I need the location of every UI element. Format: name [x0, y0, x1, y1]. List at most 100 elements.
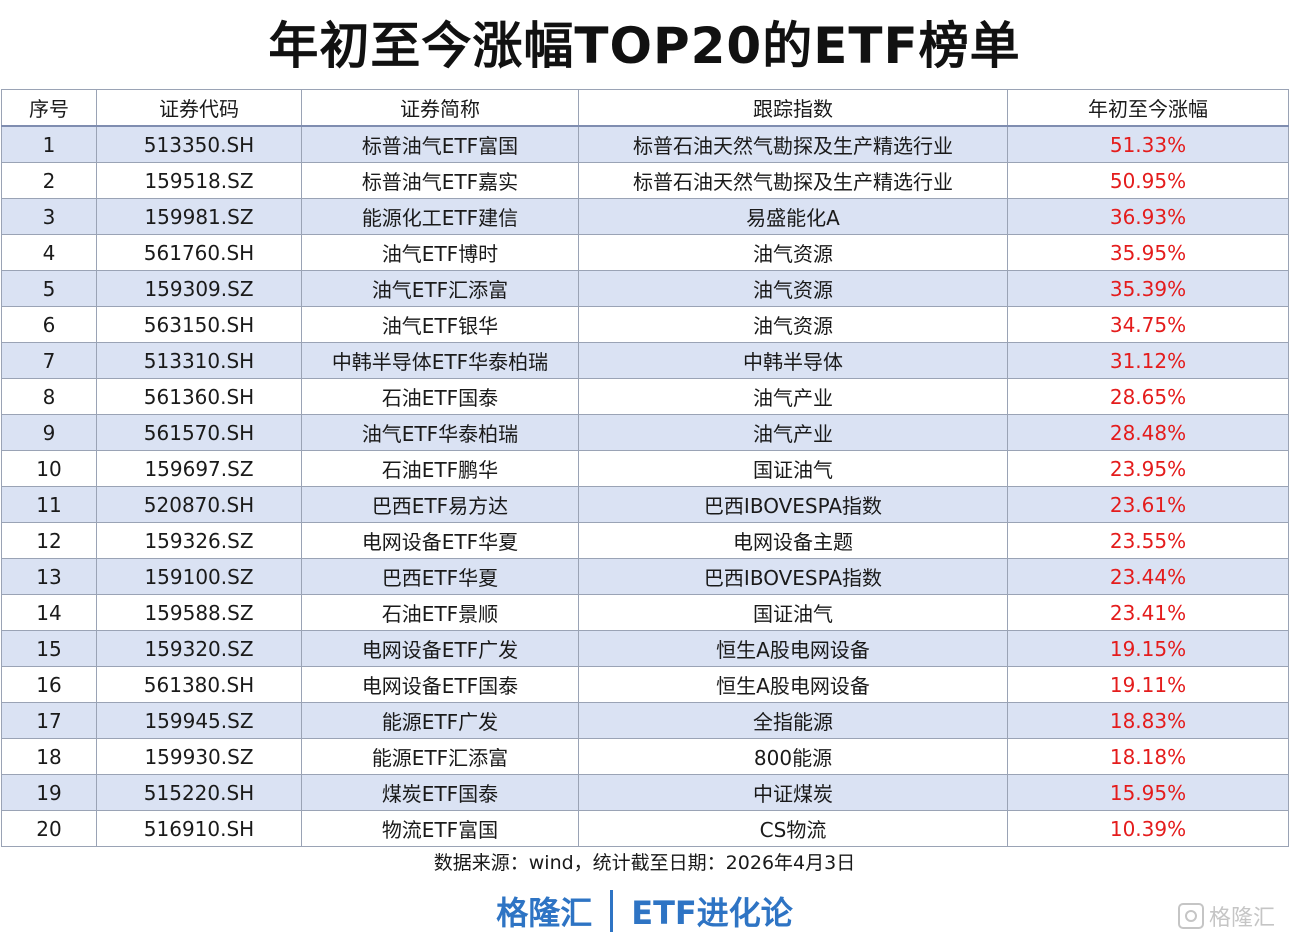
cell-code: 159320.SZ [96, 630, 302, 667]
cell-no: 20 [1, 810, 97, 847]
table-row: 2 159518.SZ 标普油气ETF嘉实 标普石油天然气勘探及生产精选行业 50.95… [1, 162, 1289, 199]
cell-ytd-gain: 51.33% [1007, 125, 1289, 163]
cell-code: 159945.SZ [96, 702, 302, 739]
cell-no: 16 [1, 666, 97, 703]
cell-no: 17 [1, 702, 97, 739]
cell-code: 159518.SZ [96, 162, 302, 199]
table-row: 3 159981.SZ 能源化工ETF建信 易盛能化A 36.93% [1, 198, 1289, 235]
cell-name: 电网设备ETF国泰 [301, 666, 579, 703]
cell-no: 3 [1, 198, 97, 235]
cell-no: 13 [1, 558, 97, 595]
cell-ytd-gain: 28.48% [1007, 414, 1289, 451]
cell-ytd-gain: 23.95% [1007, 450, 1289, 487]
cell-code: 520870.SH [96, 486, 302, 523]
cell-no: 2 [1, 162, 97, 199]
header-ytd-gain: 年初至今涨幅 [1007, 89, 1289, 127]
cell-index: 巴西IBOVESPA指数 [578, 558, 1008, 595]
cell-ytd-gain: 50.95% [1007, 162, 1289, 199]
cell-code: 159326.SZ [96, 522, 302, 559]
cell-name: 巴西ETF易方达 [301, 486, 579, 523]
table-row: 6 563150.SH 油气ETF银华 油气资源 34.75% [1, 306, 1289, 343]
page-title: 年初至今涨幅TOP20的ETF榜单 [268, 17, 1021, 75]
cell-ytd-gain: 23.44% [1007, 558, 1289, 595]
cell-ytd-gain: 15.95% [1007, 774, 1289, 811]
table-row: 1 513350.SH 标普油气ETF富国 标普石油天然气勘探及生产精选行业 51.33… [1, 125, 1289, 163]
cell-index: 油气资源 [578, 234, 1008, 271]
cell-ytd-gain: 34.75% [1007, 306, 1289, 343]
header-name: 证券简称 [301, 89, 579, 127]
cell-code: 513310.SH [96, 342, 302, 379]
cell-code: 516910.SH [96, 810, 302, 847]
table-row: 5 159309.SZ 油气ETF汇添富 油气资源 35.39% [1, 270, 1289, 307]
gelonghui-logo-icon [1177, 903, 1204, 929]
cell-no: 4 [1, 234, 97, 271]
cell-code: 513350.SH [96, 125, 302, 163]
table-row: 9 561570.SH 油气ETF华泰柏瑞 油气产业 28.48% [1, 414, 1289, 451]
cell-name: 电网设备ETF广发 [301, 630, 579, 667]
cell-index: 800能源 [578, 738, 1008, 775]
cell-index: 国证油气 [578, 450, 1008, 487]
footer-column-name: ETF进化论 [631, 894, 793, 932]
table-row: 15 159320.SZ 电网设备ETF广发 恒生A股电网设备 19.15% [1, 630, 1289, 667]
table-body: 1 513350.SH 标普油气ETF富国 标普石油天然气勘探及生产精选行业 51.33… [1, 125, 1289, 847]
cell-code: 561360.SH [96, 378, 302, 415]
cell-code: 561570.SH [96, 414, 302, 451]
cell-name: 煤炭ETF国泰 [301, 774, 579, 811]
cell-no: 1 [1, 125, 97, 163]
cell-name: 油气ETF汇添富 [301, 270, 579, 307]
cell-no: 6 [1, 306, 97, 343]
cell-ytd-gain: 23.55% [1007, 522, 1289, 559]
cell-no: 5 [1, 270, 97, 307]
cell-ytd-gain: 28.65% [1007, 378, 1289, 415]
cell-code: 159930.SZ [96, 738, 302, 775]
cell-index: 恒生A股电网设备 [578, 630, 1008, 667]
table-row: 14 159588.SZ 石油ETF景顺 国证油气 23.41% [1, 594, 1289, 631]
cell-no: 19 [1, 774, 97, 811]
cell-name: 石油ETF景顺 [301, 594, 579, 631]
header-no: 序号 [1, 89, 97, 127]
cell-ytd-gain: 36.93% [1007, 198, 1289, 235]
cell-index: 油气资源 [578, 270, 1008, 307]
cell-code: 159588.SZ [96, 594, 302, 631]
header-index: 跟踪指数 [578, 89, 1008, 127]
cell-ytd-gain: 18.18% [1007, 738, 1289, 775]
watermark: 格隆汇 [1177, 900, 1275, 932]
cell-no: 7 [1, 342, 97, 379]
table-header-row: 序号 证券代码 证券简称 跟踪指数 年初至今涨幅 [1, 89, 1289, 127]
cell-ytd-gain: 23.41% [1007, 594, 1289, 631]
watermark-text: 格隆汇 [1208, 906, 1275, 931]
table-row: 8 561360.SH 石油ETF国泰 油气产业 28.65% [1, 378, 1289, 415]
cell-ytd-gain: 10.39% [1007, 810, 1289, 847]
cell-no: 11 [1, 486, 97, 523]
table-row: 19 515220.SH 煤炭ETF国泰 中证煤炭 15.95% [1, 774, 1289, 811]
cell-index: 易盛能化A [578, 198, 1008, 235]
cell-no: 9 [1, 414, 97, 451]
table-row: 18 159930.SZ 能源ETF汇添富 800能源 18.18% [1, 738, 1289, 775]
footer-brand-name: 格隆汇 [496, 894, 593, 932]
cell-name: 石油ETF国泰 [301, 378, 579, 415]
cell-code: 159981.SZ [96, 198, 302, 235]
table-row: 10 159697.SZ 石油ETF鹏华 国证油气 23.95% [1, 450, 1289, 487]
table-row: 12 159326.SZ 电网设备ETF华夏 电网设备主题 23.55% [1, 522, 1289, 559]
cell-index: 油气产业 [578, 414, 1008, 451]
cell-name: 标普油气ETF嘉实 [301, 162, 579, 199]
table-row: 20 516910.SH 物流ETF富国 CS物流 10.39% [1, 810, 1289, 847]
cell-index: 标普石油天然气勘探及生产精选行业 [578, 162, 1008, 199]
cell-name: 能源ETF汇添富 [301, 738, 579, 775]
footer-brand: 格隆汇 ETF进化论 [0, 886, 1289, 936]
cell-name: 中韩半导体ETF华泰柏瑞 [301, 342, 579, 379]
cell-index: 巴西IBOVESPA指数 [578, 486, 1008, 523]
cell-name: 石油ETF鹏华 [301, 450, 579, 487]
table-row: 7 513310.SH 中韩半导体ETF华泰柏瑞 中韩半导体 31.12% [1, 342, 1289, 379]
cell-name: 能源化工ETF建信 [301, 198, 579, 235]
data-source-note: 数据来源：wind，统计截至日期：2026年4月3日 [433, 852, 856, 874]
cell-no: 18 [1, 738, 97, 775]
table-row: 16 561380.SH 电网设备ETF国泰 恒生A股电网设备 19.11% [1, 666, 1289, 703]
cell-index: 油气资源 [578, 306, 1008, 343]
cell-code: 563150.SH [96, 306, 302, 343]
cell-code: 561760.SH [96, 234, 302, 271]
cell-name: 标普油气ETF富国 [301, 125, 579, 163]
cell-code: 159697.SZ [96, 450, 302, 487]
cell-index: 电网设备主题 [578, 522, 1008, 559]
cell-ytd-gain: 35.39% [1007, 270, 1289, 307]
